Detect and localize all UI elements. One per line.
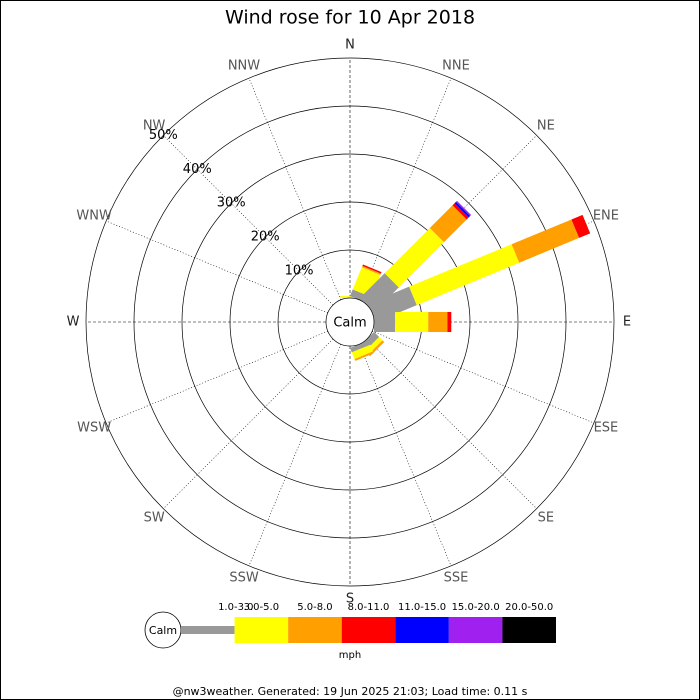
legend-swatch bbox=[181, 626, 235, 634]
legend-label: 20.0-50.0 bbox=[505, 602, 553, 613]
direction-label: SSW bbox=[229, 570, 259, 585]
ring bbox=[181, 153, 519, 491]
chart-title: Wind rose for 10 Apr 2018 bbox=[225, 7, 475, 29]
ring bbox=[85, 57, 615, 587]
legend-swatch bbox=[502, 617, 556, 643]
bar-segment bbox=[361, 265, 381, 275]
legend-label: 5.0-8.0 bbox=[297, 602, 332, 613]
bar-segment bbox=[409, 244, 520, 306]
direction-label: ESE bbox=[594, 421, 619, 436]
bar-segment bbox=[351, 344, 374, 360]
spoke bbox=[366, 338, 537, 509]
bar-segment bbox=[455, 200, 472, 217]
legend-calm-label: Calm bbox=[149, 624, 177, 637]
spoke bbox=[358, 344, 452, 567]
r-tick-label: 50% bbox=[149, 128, 178, 143]
legend-swatch bbox=[288, 617, 342, 643]
spoke bbox=[248, 344, 342, 567]
legend-label: 8.0-11.0 bbox=[348, 602, 390, 613]
r-tick-label: 20% bbox=[251, 230, 280, 245]
direction-label: SE bbox=[538, 510, 554, 525]
legend-label: 3.0-5.0 bbox=[244, 602, 279, 613]
direction-label: WSW bbox=[77, 421, 111, 436]
bar-segment bbox=[454, 201, 471, 218]
spoke bbox=[105, 220, 328, 314]
r-tick-label: 30% bbox=[217, 196, 246, 211]
bar-segment bbox=[374, 312, 396, 332]
legend-swatch bbox=[234, 617, 289, 643]
direction-label: NNE bbox=[442, 59, 470, 74]
spoke bbox=[163, 135, 334, 306]
bar-segment bbox=[349, 340, 371, 353]
calm-label: Calm bbox=[333, 316, 366, 331]
direction-label: SSE bbox=[444, 570, 469, 585]
direction-label: WNW bbox=[76, 208, 112, 223]
legend-label: 15.0-20.0 bbox=[452, 602, 500, 613]
legend-swatch bbox=[448, 617, 503, 643]
bar-segment bbox=[395, 312, 429, 332]
legend-label: 1.0-3.0 bbox=[218, 602, 253, 613]
bar-segment bbox=[452, 203, 469, 220]
bar-segment bbox=[362, 264, 382, 274]
spoke bbox=[372, 330, 595, 424]
bar-segment bbox=[429, 205, 467, 243]
legend-swatch bbox=[341, 617, 396, 643]
bar-segment bbox=[571, 214, 591, 238]
bar-segment bbox=[384, 228, 444, 288]
calm-circle bbox=[325, 297, 375, 347]
bar-segment bbox=[359, 273, 399, 313]
spoke bbox=[105, 330, 328, 424]
direction-label: N bbox=[345, 38, 355, 53]
direction-label: NNW bbox=[228, 59, 260, 74]
direction-label: NE bbox=[537, 119, 555, 134]
r-tick-label: 10% bbox=[285, 264, 314, 279]
direction-label: ENE bbox=[593, 208, 619, 223]
spoke bbox=[358, 77, 452, 300]
direction-label: SW bbox=[144, 510, 165, 525]
r-tick-label: 40% bbox=[183, 162, 212, 177]
legend-label: 11.0-15.0 bbox=[398, 602, 446, 613]
direction-label: NW bbox=[143, 119, 166, 134]
bar-segment bbox=[447, 312, 452, 332]
direction-label: W bbox=[67, 315, 80, 330]
legend-swatch bbox=[395, 617, 449, 643]
direction-label: S bbox=[346, 592, 354, 607]
spoke bbox=[248, 77, 342, 300]
direction-label: E bbox=[623, 315, 631, 330]
legend-title: mph bbox=[339, 650, 361, 661]
bar-segment bbox=[354, 351, 374, 361]
footer: @nw3weather. Generated: 19 Jun 2025 21:0… bbox=[173, 685, 528, 698]
bar-segment bbox=[511, 219, 580, 263]
bar-segment bbox=[428, 312, 448, 332]
spoke bbox=[163, 338, 334, 509]
